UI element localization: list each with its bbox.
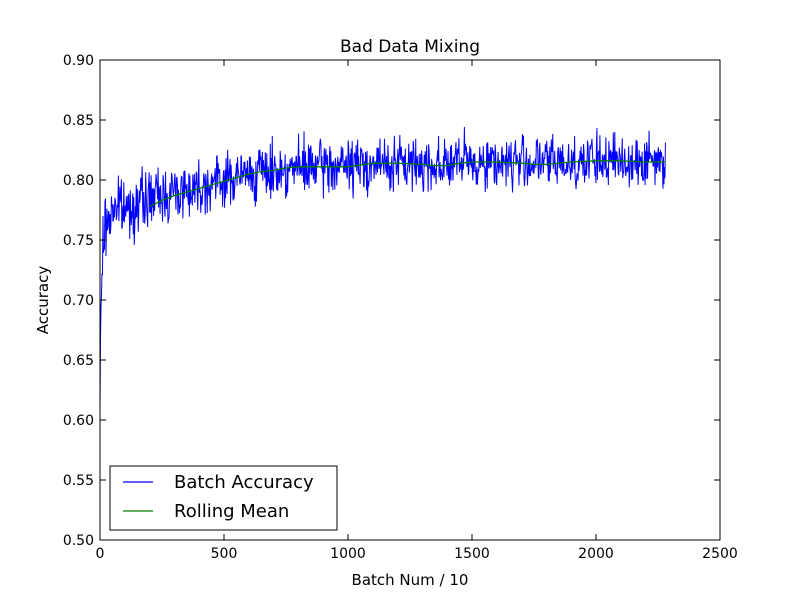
legend-box	[109, 465, 338, 531]
y-axis: 0.50 0.55 0.60 0.65 0.70 0.75 0.80 0.85 0.90	[63, 53, 720, 549]
y-tick-label: 0.60	[63, 413, 94, 429]
y-tick-label: 0.90	[63, 53, 94, 69]
y-tick-label: 0.75	[63, 233, 94, 249]
series-line-batch-accuracy	[99, 126, 666, 411]
y-tick-label: 0.80	[63, 173, 94, 189]
x-tick-label: 1000	[330, 546, 366, 562]
y-tick-label: 0.85	[63, 113, 94, 129]
y-tick-label: 0.50	[63, 533, 94, 549]
x-axis-label: Batch Num / 10	[352, 571, 469, 589]
y-tick-label: 0.55	[63, 473, 94, 489]
x-tick-label: 1500	[454, 546, 490, 562]
legend-label-rolling-mean: Rolling Mean	[174, 501, 289, 522]
chart-title: Bad Data Mixing	[340, 37, 480, 57]
x-tick-label: 0	[96, 546, 105, 562]
series-line-rolling-mean	[149, 160, 666, 207]
legend-label-batch-accuracy: Batch Accuracy	[174, 472, 314, 493]
x-axis: 0 500 1000 1500 2000 2500	[96, 60, 738, 562]
y-axis-label: Accuracy	[34, 266, 52, 335]
y-tick-label: 0.65	[63, 353, 94, 369]
series-layer	[99, 126, 666, 411]
x-tick-label: 500	[211, 546, 238, 562]
x-tick-label: 2000	[578, 546, 614, 562]
y-tick-label: 0.70	[63, 293, 94, 309]
legend: Batch Accuracy Rolling Mean	[109, 465, 338, 531]
x-tick-label: 2500	[702, 546, 738, 562]
